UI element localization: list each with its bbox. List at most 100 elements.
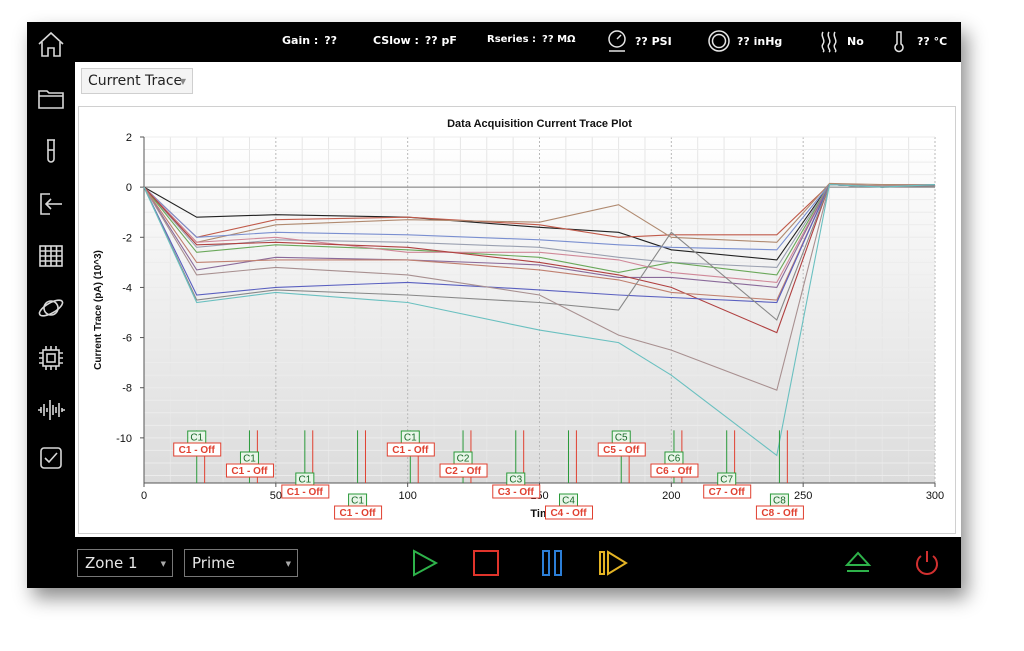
marker-off-label: C1 - Off bbox=[231, 466, 268, 477]
folder-icon bbox=[38, 90, 64, 109]
login-icon bbox=[40, 193, 62, 215]
gain-value: ?? bbox=[324, 34, 338, 47]
y-tick-label: -10 bbox=[116, 433, 132, 445]
marker-on-label: C4 bbox=[562, 496, 575, 507]
mode-select[interactable]: Prime ▼ bbox=[184, 549, 298, 577]
power-icon bbox=[916, 551, 938, 575]
marker-on-label: C1 bbox=[351, 496, 364, 507]
test-tube-button[interactable] bbox=[33, 133, 69, 169]
marker-off-box bbox=[281, 484, 330, 499]
zone-select[interactable]: Zone 1 ▼ bbox=[77, 549, 173, 577]
checkbox-button[interactable] bbox=[33, 440, 69, 476]
marker-off-label: C8 - Off bbox=[761, 508, 798, 519]
home-button[interactable] bbox=[33, 26, 69, 62]
waveform-button[interactable] bbox=[33, 392, 69, 428]
cslow-label: CSlow : bbox=[373, 34, 419, 47]
heater-stat: No bbox=[817, 29, 864, 53]
heater-value: No bbox=[847, 34, 864, 48]
plate-grid-button[interactable] bbox=[33, 238, 69, 274]
status-bar: Gain : ?? CSlow : ?? pF Rseries : ?? MΩ … bbox=[75, 22, 961, 62]
marker-off-box bbox=[173, 442, 222, 457]
marker-on-label: C3 bbox=[509, 475, 522, 486]
pressure-gauge-icon bbox=[608, 30, 626, 52]
marker-on-label: C1 bbox=[404, 433, 417, 444]
main-content: Current Trace ▼ 05010015020025030020-2-4… bbox=[75, 62, 961, 537]
pause-button[interactable] bbox=[536, 547, 568, 579]
rseries-stat: Rseries : ?? MΩ bbox=[487, 34, 576, 45]
marker-off-label: C3 - Off bbox=[498, 487, 535, 498]
y-tick-label: -6 bbox=[122, 333, 132, 345]
vacuum-stat: ?? inHg bbox=[707, 29, 782, 53]
pressure-stat: ?? PSI bbox=[605, 29, 672, 53]
marker-off-box bbox=[755, 505, 804, 520]
grid-icon bbox=[39, 245, 63, 267]
chip-icon bbox=[39, 346, 63, 370]
play-icon bbox=[413, 549, 439, 577]
planet-icon bbox=[38, 299, 64, 317]
y-axis-label: Current Trace (pA) (10^3) bbox=[93, 250, 104, 370]
eject-icon bbox=[844, 551, 872, 572]
vacuum-ring-icon bbox=[708, 30, 730, 52]
view-selector[interactable]: Current Trace ▼ bbox=[81, 68, 193, 94]
marker-off-label: C6 - Off bbox=[656, 466, 693, 477]
chip-button[interactable] bbox=[33, 340, 69, 376]
marker-off-box bbox=[597, 442, 646, 457]
series-line-3 bbox=[143, 182, 935, 243]
marker-on-label: C2 bbox=[457, 454, 470, 465]
y-tick-label: -2 bbox=[122, 232, 132, 244]
chevron-down-icon: ▼ bbox=[285, 560, 291, 568]
x-tick-label: 200 bbox=[662, 490, 680, 502]
x-tick-label: 0 bbox=[141, 490, 147, 502]
marker-on-label: C7 bbox=[720, 475, 733, 486]
chevron-down-icon: ▼ bbox=[179, 77, 186, 86]
y-tick-label: -4 bbox=[122, 282, 132, 294]
control-bar: Zone 1 ▼ Prime ▼ bbox=[75, 537, 961, 588]
y-tick-label: 2 bbox=[126, 132, 132, 144]
rseries-label: Rseries : bbox=[487, 34, 537, 45]
marker-off-label: C5 - Off bbox=[603, 445, 640, 456]
x-tick-label: 300 bbox=[926, 490, 944, 502]
gain-label: Gain : bbox=[282, 34, 319, 47]
marker-on-label: C1 bbox=[298, 475, 311, 486]
marker-off-box bbox=[545, 505, 594, 520]
chart-title: Data Acquisition Current Trace Plot bbox=[447, 118, 632, 130]
login-button[interactable] bbox=[33, 186, 69, 222]
marker-off-box bbox=[334, 505, 383, 520]
step-forward-icon bbox=[599, 550, 628, 576]
marker-off-box bbox=[439, 463, 488, 478]
pause-icon bbox=[542, 550, 562, 576]
rseries-value: ?? MΩ bbox=[542, 34, 576, 45]
marker-off-label: C7 - Off bbox=[709, 487, 746, 498]
temperature-value: ?? °C bbox=[917, 34, 948, 48]
planet-button[interactable] bbox=[33, 290, 69, 326]
mode-select-value: Prime bbox=[192, 554, 235, 572]
folder-button[interactable] bbox=[33, 80, 69, 116]
power-button[interactable] bbox=[911, 547, 943, 579]
play-button[interactable] bbox=[408, 547, 440, 579]
waveform-icon bbox=[38, 400, 65, 420]
marker-off-box bbox=[386, 442, 435, 457]
series-line-14 bbox=[143, 184, 936, 457]
marker-off-box bbox=[492, 484, 541, 499]
app-window: Gain : ?? CSlow : ?? pF Rseries : ?? MΩ … bbox=[27, 22, 961, 588]
gain-stat: Gain : ?? bbox=[282, 34, 337, 47]
step-forward-button[interactable] bbox=[597, 547, 629, 579]
marker-off-box bbox=[650, 463, 699, 478]
stop-button[interactable] bbox=[470, 547, 502, 579]
marker-on-label: C1 bbox=[243, 454, 256, 465]
eject-button[interactable] bbox=[842, 547, 874, 579]
marker-off-label: C2 - Off bbox=[445, 466, 482, 477]
marker-on-label: C8 bbox=[773, 496, 786, 507]
x-tick-label: 50 bbox=[270, 490, 282, 502]
marker-off-label: C1 - Off bbox=[287, 487, 324, 498]
y-tick-label: -8 bbox=[122, 383, 132, 395]
thermometer-icon bbox=[894, 31, 904, 53]
test-tube-icon bbox=[47, 139, 55, 163]
zone-select-value: Zone 1 bbox=[85, 554, 138, 572]
home-icon bbox=[38, 31, 64, 57]
marker-off-label: C4 - Off bbox=[550, 508, 587, 519]
y-tick-label: 0 bbox=[126, 182, 132, 194]
marker-off-label: C1 - Off bbox=[392, 445, 429, 456]
